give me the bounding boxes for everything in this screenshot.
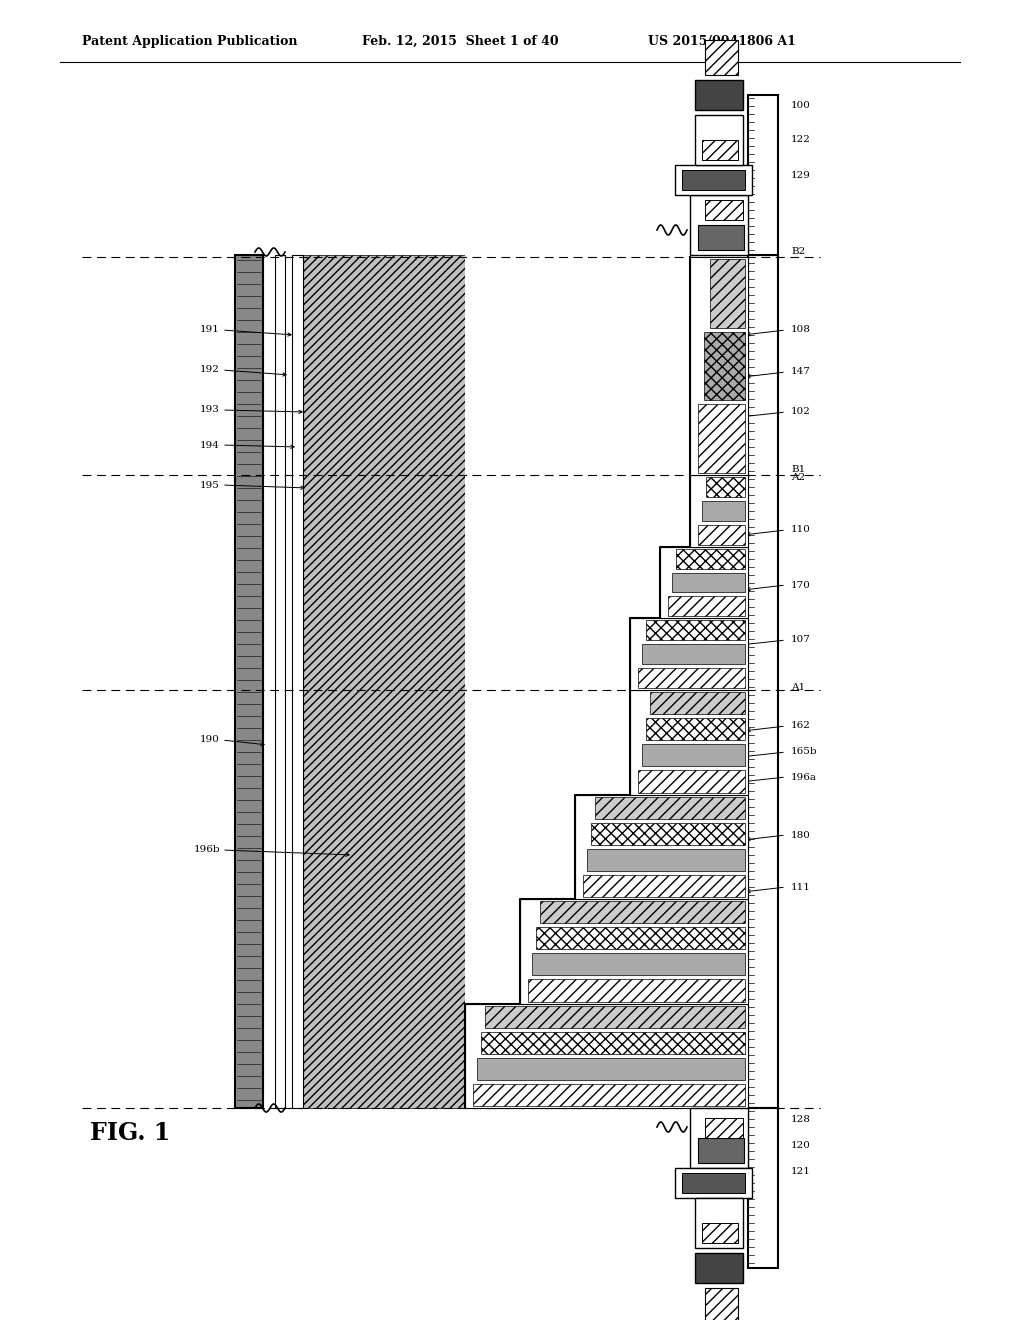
Text: 129: 129 — [791, 170, 811, 180]
Bar — [595, 796, 745, 818]
Bar — [303, 255, 748, 1107]
Bar — [532, 953, 745, 975]
Text: 107: 107 — [791, 635, 811, 644]
Bar — [485, 1006, 745, 1028]
Bar — [642, 744, 745, 767]
Text: 180: 180 — [791, 830, 811, 840]
Bar — [705, 1288, 738, 1320]
Text: Feb. 12, 2015  Sheet 1 of 40: Feb. 12, 2015 Sheet 1 of 40 — [362, 36, 559, 48]
Bar — [638, 668, 745, 688]
Bar — [536, 927, 745, 949]
Text: B2: B2 — [791, 248, 805, 256]
Bar — [646, 620, 745, 640]
Text: 190: 190 — [200, 735, 220, 744]
Bar — [702, 1224, 738, 1243]
Text: A1: A1 — [716, 682, 728, 692]
Text: 110: 110 — [791, 525, 811, 535]
Text: 194: 194 — [200, 441, 220, 450]
Text: 162: 162 — [791, 722, 811, 730]
Bar — [528, 979, 745, 1002]
Text: 196b: 196b — [194, 846, 220, 854]
Bar — [660, 546, 748, 618]
Text: 120: 120 — [791, 1142, 811, 1151]
Text: Patent Application Publication: Patent Application Publication — [82, 36, 298, 48]
Bar — [695, 1199, 743, 1247]
Text: A2: A2 — [711, 474, 723, 483]
Text: B1: B1 — [726, 466, 738, 474]
Bar — [695, 1253, 743, 1283]
Bar — [540, 902, 745, 923]
Bar — [702, 140, 738, 160]
Bar — [698, 224, 744, 249]
Bar — [638, 771, 745, 792]
Bar — [520, 899, 748, 1003]
Bar — [668, 597, 745, 616]
Bar — [682, 170, 745, 190]
Bar — [690, 475, 748, 546]
Bar — [275, 255, 285, 1107]
Bar — [672, 573, 745, 593]
Bar — [646, 718, 745, 741]
Text: 193: 193 — [200, 405, 220, 414]
Text: 102: 102 — [791, 408, 811, 417]
Text: 170: 170 — [791, 581, 811, 590]
Bar — [748, 95, 778, 255]
Bar — [705, 40, 738, 75]
Bar — [583, 875, 745, 898]
Bar — [591, 822, 745, 845]
Bar — [682, 1173, 745, 1193]
Bar — [650, 692, 745, 714]
Bar — [698, 404, 745, 473]
Text: 196a: 196a — [791, 772, 817, 781]
Text: B1: B1 — [791, 466, 805, 474]
Text: A1: A1 — [791, 682, 805, 692]
Bar — [465, 1003, 748, 1107]
Text: A2: A2 — [791, 474, 805, 483]
Bar — [477, 1057, 745, 1080]
Bar — [705, 1118, 743, 1138]
Text: 165b: 165b — [791, 747, 817, 756]
Bar — [234, 255, 263, 1107]
Text: FIG. 1: FIG. 1 — [90, 1121, 170, 1144]
Bar — [481, 1032, 745, 1053]
Bar — [575, 795, 748, 899]
Bar — [698, 525, 745, 545]
Bar — [690, 1107, 748, 1168]
Text: 108: 108 — [791, 326, 811, 334]
Bar — [748, 1107, 778, 1269]
Text: 121: 121 — [791, 1167, 811, 1176]
Text: 195: 195 — [200, 480, 220, 490]
Bar — [473, 1084, 745, 1106]
Text: 111: 111 — [791, 883, 811, 891]
Bar — [676, 549, 745, 569]
Text: US 2015/0041806 A1: US 2015/0041806 A1 — [648, 36, 796, 48]
Text: 147: 147 — [791, 367, 811, 376]
Text: 122: 122 — [791, 136, 811, 144]
Bar — [748, 255, 778, 1107]
Bar — [630, 690, 748, 795]
Bar — [705, 331, 745, 400]
Text: 192: 192 — [200, 366, 220, 375]
Bar — [690, 257, 748, 475]
Bar — [675, 1168, 752, 1199]
Text: 128: 128 — [791, 1115, 811, 1125]
Text: 100: 100 — [791, 100, 811, 110]
Bar — [675, 165, 752, 195]
Bar — [587, 849, 745, 871]
Bar — [705, 201, 743, 220]
Bar — [706, 477, 745, 496]
Bar — [695, 81, 743, 110]
Text: 191: 191 — [200, 326, 220, 334]
Bar — [292, 255, 303, 1107]
Bar — [465, 255, 748, 1107]
Bar — [630, 618, 748, 690]
Text: B2: B2 — [716, 248, 728, 256]
Bar — [690, 195, 748, 255]
Bar — [702, 500, 745, 521]
Bar — [642, 644, 745, 664]
Bar — [695, 115, 743, 165]
Bar — [698, 1138, 744, 1163]
Bar — [710, 259, 745, 327]
